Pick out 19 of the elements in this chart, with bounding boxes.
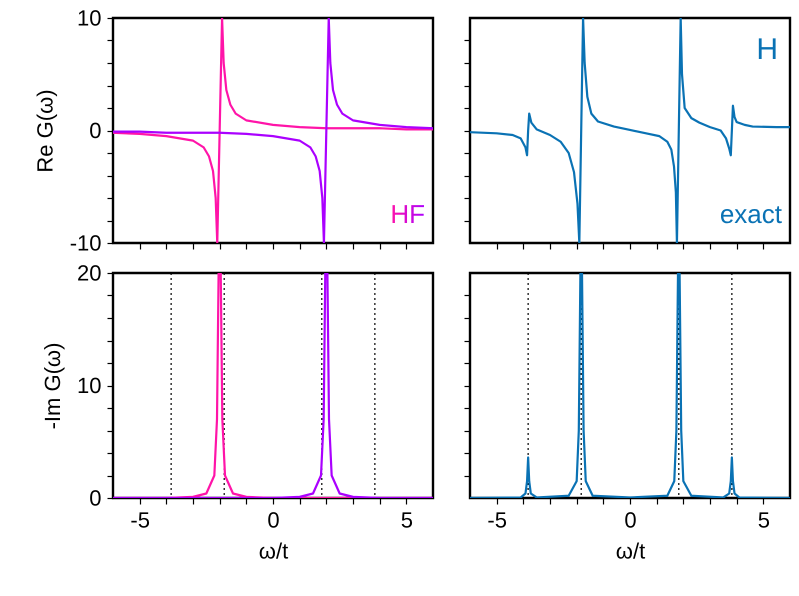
x-axis-title: ω/t (616, 538, 646, 564)
y-axis-title: Re G(ω) (32, 89, 58, 173)
y-axis-title: -Im G(ω) (40, 342, 66, 430)
x-tick-label: 5 (758, 508, 770, 532)
x-tick-label: -5 (130, 508, 150, 532)
y-tick-label: 0 (89, 118, 102, 143)
y-tick-label: 0 (89, 486, 102, 510)
x-axis-title: ω/t (258, 538, 288, 564)
annotation: H (756, 33, 778, 66)
y-tick-label: 10 (77, 6, 102, 30)
annotation: exact (720, 199, 783, 229)
x-tick-label: 0 (624, 508, 637, 532)
x-tick-label: 5 (400, 508, 413, 532)
y-tick-label: -10 (70, 230, 102, 256)
x-tick-label: -5 (487, 508, 507, 532)
x-tick-label: 0 (267, 508, 280, 532)
y-tick-label: 10 (77, 373, 102, 398)
y-tick-label: 20 (77, 260, 102, 286)
annotation: HF (390, 199, 425, 229)
